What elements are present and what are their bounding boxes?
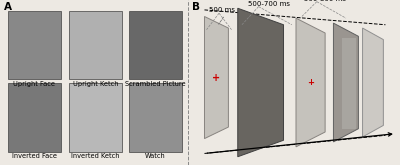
Bar <box>129 11 182 79</box>
Polygon shape <box>204 16 228 139</box>
Text: 500 ms: 500 ms <box>209 7 235 13</box>
Text: Upright Ketch: Upright Ketch <box>73 81 118 87</box>
Text: +: + <box>212 73 221 82</box>
Bar <box>8 83 61 152</box>
Text: 500-700 ms: 500-700 ms <box>248 1 290 7</box>
Text: B: B <box>192 2 200 12</box>
Bar <box>8 11 61 79</box>
Bar <box>69 83 122 152</box>
Bar <box>69 11 122 79</box>
Text: 500-800 ms: 500-800 ms <box>304 0 346 2</box>
Text: Scrambled Picture: Scrambled Picture <box>125 81 186 87</box>
Polygon shape <box>362 28 383 137</box>
Bar <box>129 83 182 152</box>
Text: Upright Face: Upright Face <box>14 81 56 87</box>
Text: +: + <box>307 78 314 87</box>
Text: A: A <box>4 2 12 12</box>
Text: Inverted Ketch: Inverted Ketch <box>71 153 120 159</box>
Polygon shape <box>238 8 284 157</box>
Polygon shape <box>296 18 325 147</box>
Text: Watch: Watch <box>145 153 166 159</box>
Polygon shape <box>334 23 358 142</box>
Text: Inverted Face: Inverted Face <box>12 153 57 159</box>
Bar <box>342 38 356 129</box>
